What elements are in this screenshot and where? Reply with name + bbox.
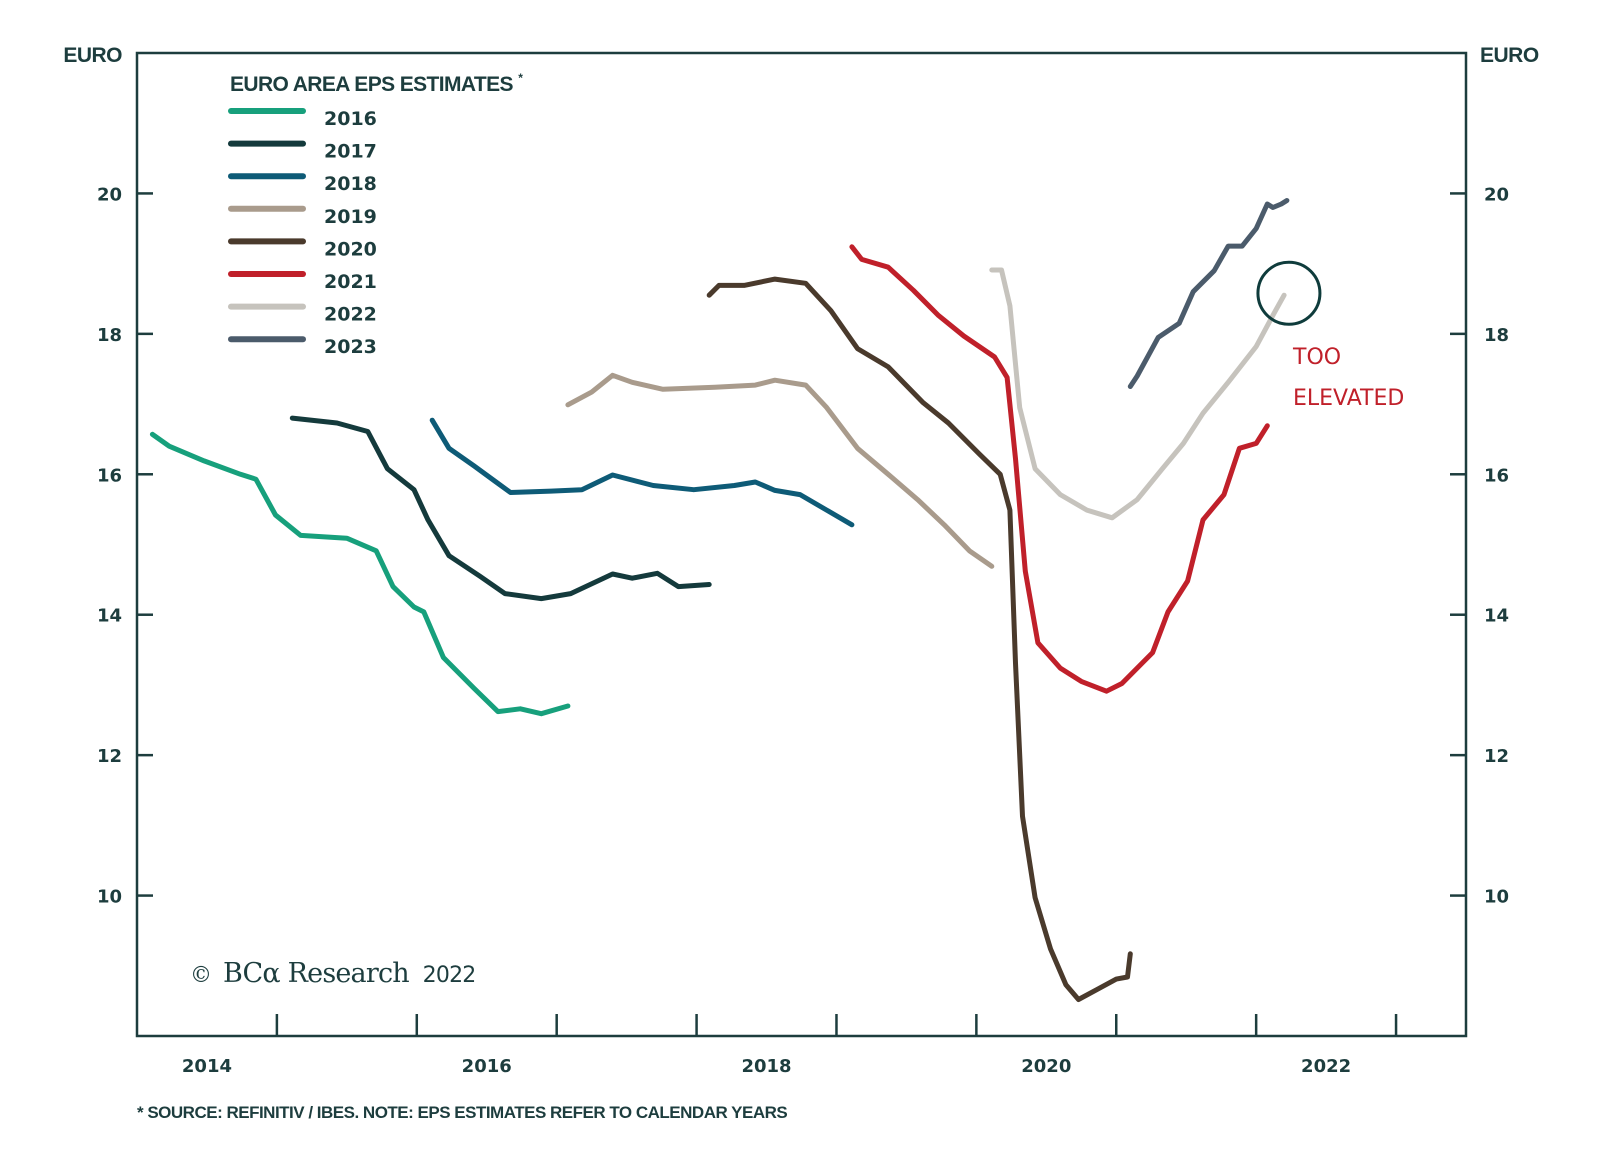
- copyright-symbol: ©: [190, 963, 211, 988]
- y-axis-label-right: EURO: [1480, 44, 1539, 67]
- x-tick-label: 2020: [1021, 1056, 1071, 1077]
- series-line-2020: [706, 276, 1133, 1002]
- legend-label: 2020: [324, 238, 377, 260]
- title-footnote-marker: *: [518, 71, 523, 85]
- y-tick-label-right: 16: [1484, 465, 1509, 486]
- brand-name: © BCα Research 2022: [190, 958, 475, 989]
- y-tick-label-left: 20: [97, 184, 122, 205]
- legend-item-2019: 2019: [228, 205, 377, 228]
- series-line-2023: [1127, 198, 1290, 389]
- series-line-2021: [849, 244, 1270, 694]
- y-tick-label-right: 10: [1484, 887, 1509, 908]
- x-tick-label: 2022: [1301, 1056, 1351, 1077]
- brand-watermark: © BCα Research 2022: [190, 958, 476, 989]
- series-line-2019: [565, 372, 995, 569]
- legend-label: 2022: [324, 304, 377, 326]
- legend: EURO AREA EPS ESTIMATES * 2016 2017 2018 20…: [228, 71, 524, 358]
- x-tick-label: 2014: [182, 1056, 232, 1077]
- legend-label: 2021: [324, 271, 377, 293]
- legend-label: 2023: [324, 336, 377, 358]
- annotation-text-line-2: ELEVATED: [1293, 386, 1404, 411]
- y-tick-label-right: 14: [1484, 606, 1509, 627]
- annotation-text-line-1: TOO: [1292, 345, 1341, 370]
- x-tick-label: 2016: [462, 1056, 512, 1077]
- series-line-2017: [289, 415, 712, 602]
- x-axis-ticks: 2014 2016 2018 2020 2022: [182, 1014, 1398, 1077]
- highlight-circle: [1256, 260, 1322, 326]
- legend-label: 2016: [324, 108, 377, 130]
- legend-item-2017: 2017: [228, 140, 377, 163]
- brand-label: BCα Research: [223, 958, 409, 989]
- y-tick-label-left: 14: [97, 606, 122, 627]
- y-tick-label-left: 16: [97, 465, 122, 486]
- legend-item-2016: 2016: [228, 108, 377, 130]
- y-tick-label-left: 10: [97, 887, 122, 908]
- y-axis-label-left: EURO: [63, 44, 122, 67]
- legend-item-2021: 2021: [228, 271, 377, 293]
- legend-label: 2018: [324, 173, 377, 195]
- y-tick-label-left: 18: [97, 325, 122, 346]
- series-line-2018: [429, 417, 855, 528]
- plot-frame: [135, 51, 1468, 1038]
- legend-item-2020: 2020: [228, 238, 377, 260]
- legend-item-2018: 2018: [228, 173, 377, 195]
- x-tick-label: 2018: [741, 1056, 791, 1077]
- brand-year: 2022: [423, 963, 476, 988]
- legend-title: EURO AREA EPS ESTIMATES *: [230, 71, 523, 96]
- legend-item-2023: 2023: [228, 336, 377, 358]
- series-line-2022: [989, 267, 1287, 521]
- y-tick-label-right: 12: [1484, 746, 1509, 767]
- y-tick-label-right: 18: [1484, 325, 1509, 346]
- legend-item-2022: 2022: [228, 303, 377, 326]
- legend-label: 2019: [324, 206, 377, 228]
- series-lines: [149, 198, 1290, 1002]
- source-footnote: * SOURCE: REFINITIV / IBES. NOTE: EPS ES…: [137, 1103, 787, 1122]
- y-tick-label-right: 20: [1484, 184, 1509, 205]
- y-tick-label-left: 12: [97, 746, 122, 767]
- series-line-2016: [149, 431, 571, 717]
- legend-label: 2017: [324, 141, 377, 163]
